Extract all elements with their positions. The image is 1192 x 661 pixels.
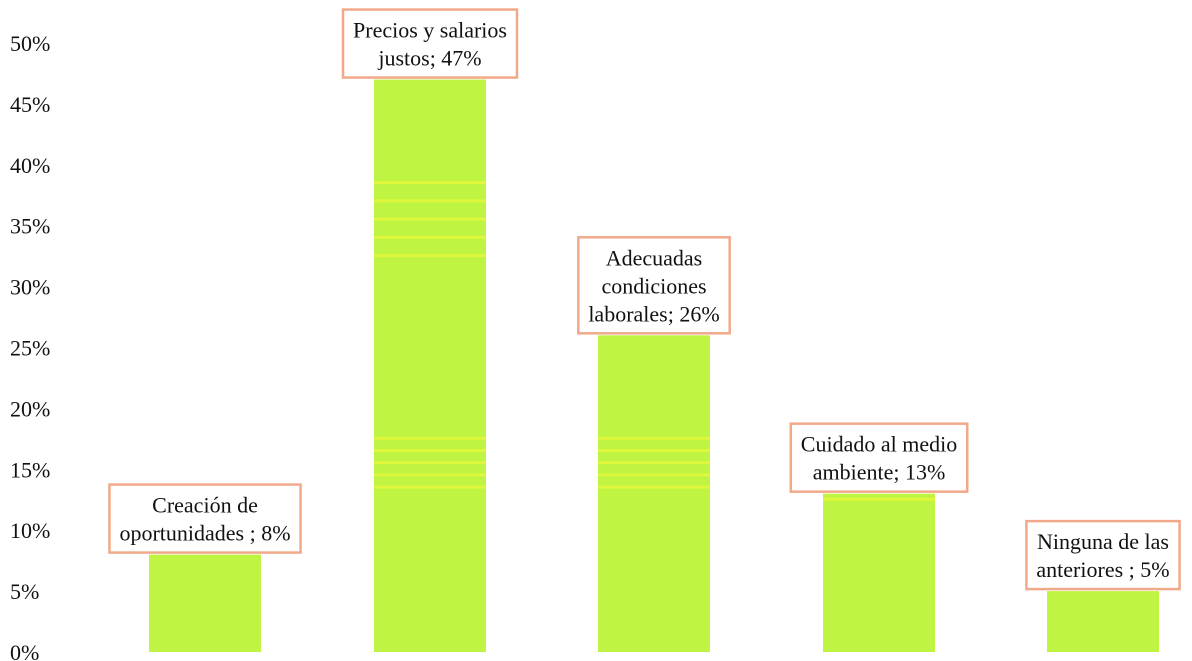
y-tick-label: 20%: [10, 396, 50, 421]
bar-stripe: [598, 449, 710, 453]
data-label: Precios y salarios justos; 47%: [341, 8, 519, 79]
data-label-box: [108, 483, 302, 554]
bar: [598, 335, 710, 652]
data-label-box: [341, 8, 519, 79]
y-tick-label: 25%: [10, 336, 50, 361]
bar-stripe: [374, 254, 486, 258]
data-label-text: laborales; 26%: [588, 301, 719, 326]
data-label-box: [789, 422, 969, 493]
bar-stripe: [374, 181, 486, 185]
data-label-text: anteriores ; 5%: [1036, 557, 1169, 582]
data-label: Adecuadas condiciones laborales; 26%: [577, 236, 731, 335]
data-label-text: justos; 47%: [377, 46, 481, 71]
data-label-text: ambiente; 13%: [813, 460, 946, 485]
y-tick-label: 15%: [10, 457, 50, 482]
y-tick-label: 10%: [10, 518, 50, 543]
bar-stripe: [598, 461, 710, 465]
bar-stripe: [374, 436, 486, 440]
bar-stripe: [374, 485, 486, 489]
bar-stripe: [374, 217, 486, 221]
bars: [149, 79, 1159, 653]
data-label-text: oportunidades ; 8%: [119, 521, 290, 546]
data-label-box: [1025, 519, 1181, 591]
bar: [1047, 591, 1159, 652]
bar-stripe: [374, 461, 486, 465]
y-axis: 0% 5% 10% 15% 20% 25% 30% 35% 40% 45% 50%: [10, 31, 50, 661]
bar-stripe: [374, 473, 486, 477]
data-label: Cuidado al medio ambiente; 13%: [789, 422, 969, 493]
data-label-text: Adecuadas: [606, 245, 703, 270]
y-tick-label: 35%: [10, 214, 50, 239]
bar: [374, 79, 486, 653]
y-tick-label: 30%: [10, 275, 50, 300]
data-labels: Creación de oportunidades ; 8% Precios y s…: [108, 8, 1181, 591]
y-tick-label: 40%: [10, 153, 50, 178]
bar-stripe: [598, 436, 710, 440]
bar-stripe: [823, 497, 935, 501]
bar-stripe: [374, 235, 486, 239]
bar-stripe: [598, 485, 710, 489]
y-tick-label: 0%: [10, 640, 39, 661]
bar: [149, 554, 261, 652]
bar-stripe: [374, 199, 486, 203]
data-label-text: Cuidado al medio: [801, 432, 957, 457]
data-label-text: Ninguna de las: [1037, 529, 1169, 554]
data-label: Ninguna de las anteriores ; 5%: [1025, 519, 1181, 591]
y-tick-label: 5%: [10, 579, 39, 604]
bar-stripe: [374, 449, 486, 453]
data-label: Creación de oportunidades ; 8%: [108, 483, 302, 554]
data-label-text: Precios y salarios: [353, 18, 507, 43]
y-tick-label: 50%: [10, 31, 50, 56]
data-label-text: condiciones: [601, 273, 706, 298]
data-label-box: [577, 236, 731, 335]
data-label-text: Creación de: [152, 493, 258, 518]
bar: [823, 493, 935, 652]
y-tick-label: 45%: [10, 92, 50, 117]
bar-stripe: [598, 473, 710, 477]
